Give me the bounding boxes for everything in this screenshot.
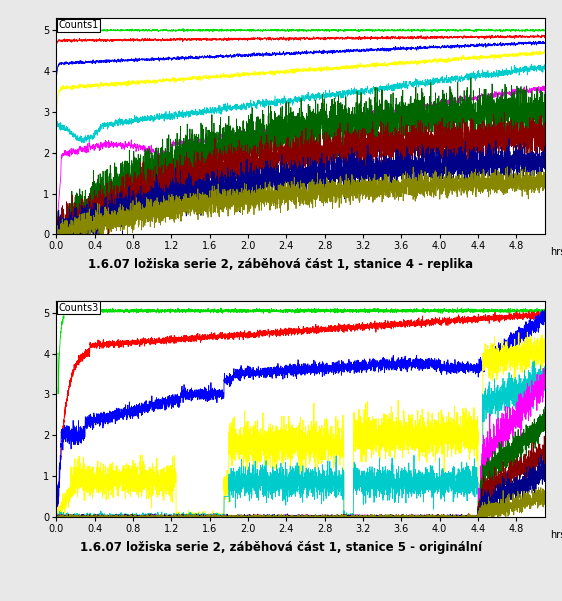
- Text: 1.6.07 ložiska serie 2, záběhová část 1, stanice 4 - replika: 1.6.07 ložiska serie 2, záběhová část 1,…: [88, 258, 474, 272]
- Text: hrs: hrs: [550, 248, 562, 257]
- Text: Counts3: Counts3: [58, 303, 99, 313]
- Text: 1.6.07 ložiska serie 2, záběhová část 1, stanice 5 - originální: 1.6.07 ložiska serie 2, záběhová část 1,…: [80, 541, 482, 554]
- Text: Counts1: Counts1: [58, 20, 99, 30]
- Text: hrs: hrs: [550, 530, 562, 540]
